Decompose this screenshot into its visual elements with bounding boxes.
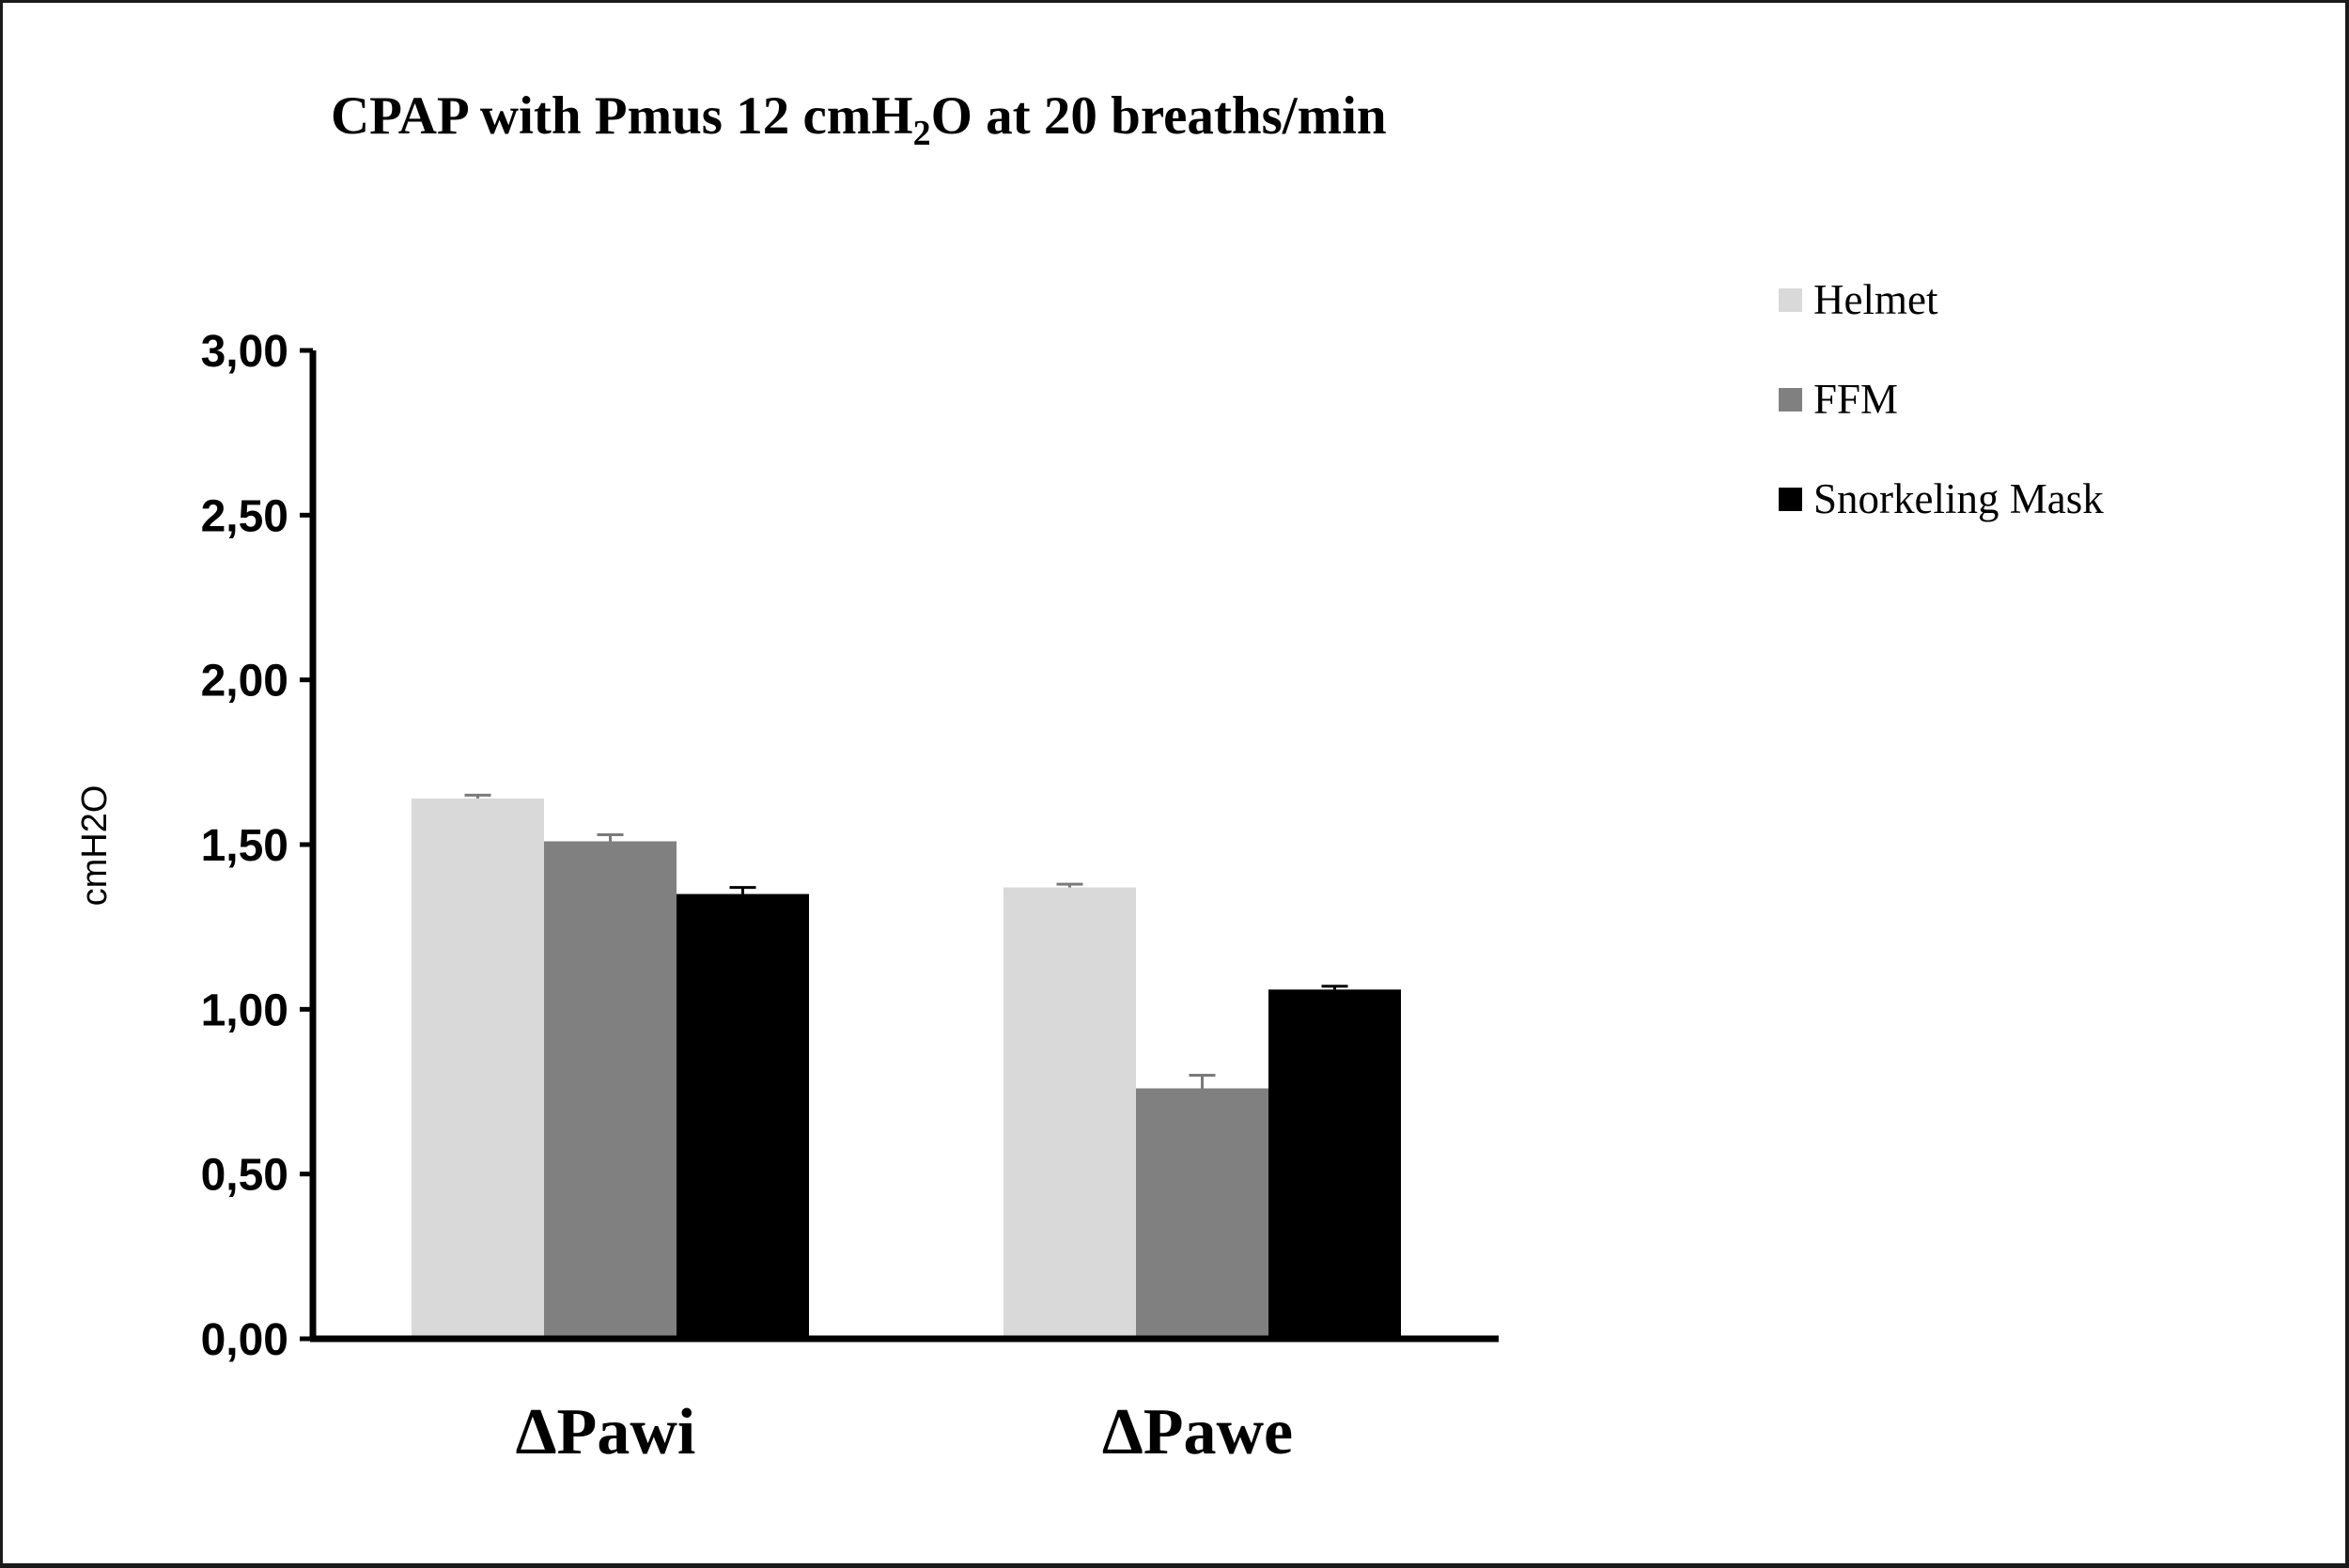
legend: Helmet FFM Snorkeling Mask	[1779, 276, 2104, 522]
x-tick-label: ΔPawi	[516, 1396, 696, 1468]
legend-label: Helmet	[1813, 276, 1938, 323]
x-tick-labels: ΔPawi ΔPawe	[516, 1396, 1293, 1468]
bar-helmet-1	[1003, 887, 1136, 1339]
legend-label: FFM	[1813, 376, 1898, 423]
bar-helmet-0	[412, 798, 544, 1339]
bars	[412, 798, 1401, 1339]
y-ticks: 0,00 0,50 1,00 1,50 2,00 2,50 3,00	[201, 327, 313, 1365]
y-tick-label: 2,50	[201, 491, 288, 541]
y-axis-label: cmH2O	[75, 785, 115, 907]
legend-swatch	[1779, 488, 1802, 511]
y-tick-label: 2,00	[201, 657, 288, 706]
bar-ffm-0	[544, 841, 677, 1339]
bar-snorkeling-mask-0	[677, 893, 809, 1339]
chart-title: CPAP with Pmus 12 cmH2O at 20 breaths/mi…	[331, 86, 1387, 153]
y-tick-label: 1,00	[201, 986, 288, 1035]
bar-snorkeling-mask-1	[1268, 989, 1401, 1339]
y-tick-label: 0,50	[201, 1151, 288, 1201]
y-tick-label: 3,00	[201, 327, 288, 377]
legend-label: Snorkeling Mask	[1813, 475, 2104, 522]
error-bars	[464, 793, 1348, 1089]
bar-ffm-1	[1136, 1088, 1268, 1339]
y-tick-label: 1,50	[201, 821, 288, 871]
legend-swatch	[1779, 388, 1802, 411]
axes	[309, 350, 1499, 1343]
y-tick-label: 0,00	[201, 1315, 288, 1365]
legend-swatch	[1779, 288, 1802, 312]
x-tick-label: ΔPawe	[1102, 1396, 1293, 1468]
